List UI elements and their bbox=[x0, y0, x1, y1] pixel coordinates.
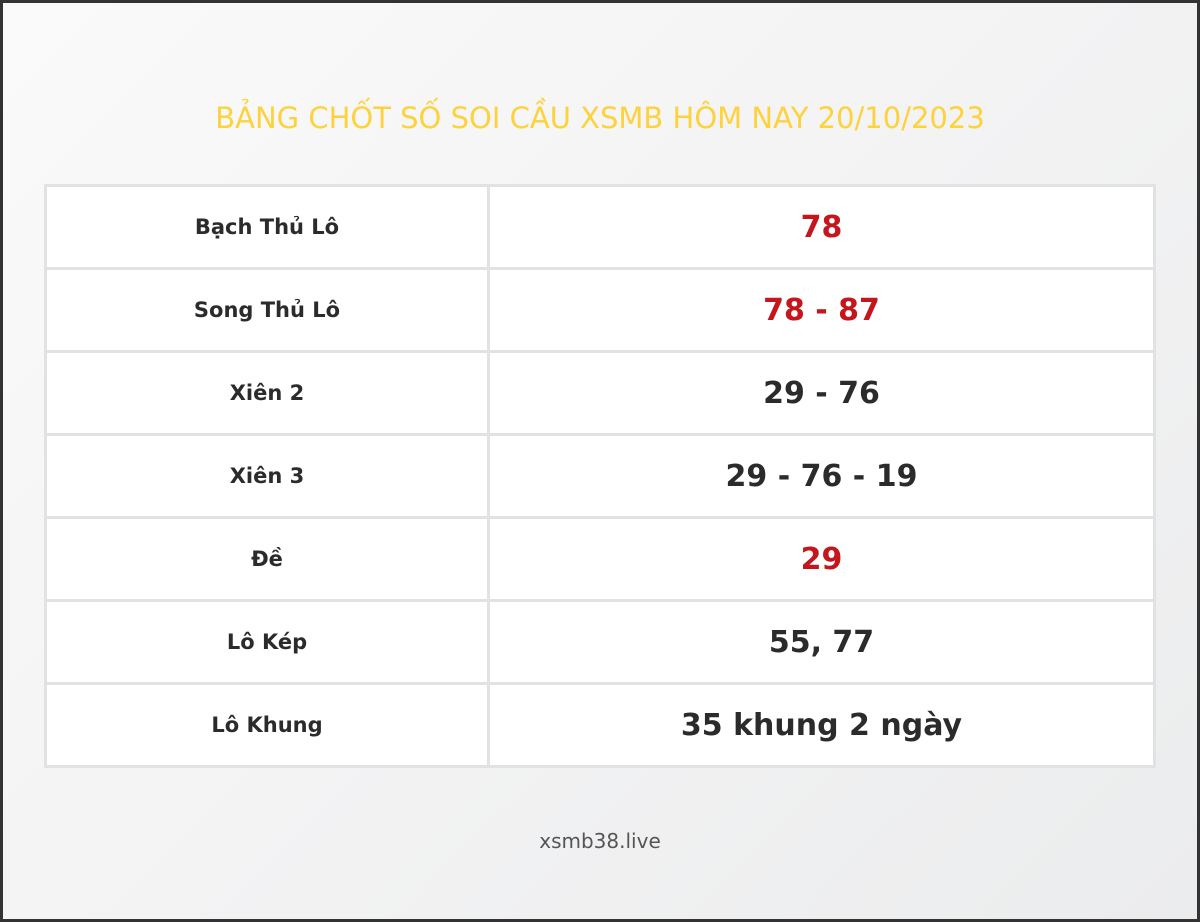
row-value: 78 bbox=[487, 184, 1156, 270]
row-value: 78 - 87 bbox=[487, 267, 1156, 353]
row-label: Xiên 2 bbox=[44, 350, 490, 436]
row-label: Bạch Thủ Lô bbox=[44, 184, 490, 270]
row-value: 29 - 76 - 19 bbox=[487, 433, 1156, 519]
site-watermark: xsmb38.live bbox=[539, 829, 661, 853]
row-label: Lô Khung bbox=[44, 682, 490, 768]
table-row: Xiên 3 29 - 76 - 19 bbox=[44, 433, 1156, 519]
row-label: Song Thủ Lô bbox=[44, 267, 490, 353]
table-row: Lô Khung 35 khung 2 ngày bbox=[44, 682, 1156, 768]
row-value: 35 khung 2 ngày bbox=[487, 682, 1156, 768]
table-row: Lô Kép 55, 77 bbox=[44, 599, 1156, 685]
row-value: 29 - 76 bbox=[487, 350, 1156, 436]
row-value: 29 bbox=[487, 516, 1156, 602]
table-row: Song Thủ Lô 78 - 87 bbox=[44, 267, 1156, 353]
row-label: Lô Kép bbox=[44, 599, 490, 685]
table-row: Bạch Thủ Lô 78 bbox=[44, 184, 1156, 270]
row-value: 55, 77 bbox=[487, 599, 1156, 685]
row-label: Xiên 3 bbox=[44, 433, 490, 519]
table-row: Đề 29 bbox=[44, 516, 1156, 602]
page-title: BẢNG CHỐT SỐ SOI CẦU XSMB HÔM NAY 20/10/… bbox=[215, 101, 985, 135]
row-label: Đề bbox=[44, 516, 490, 602]
table-row: Xiên 2 29 - 76 bbox=[44, 350, 1156, 436]
prediction-table: Bạch Thủ Lô 78 Song Thủ Lô 78 - 87 Xiên 2 29 … bbox=[44, 184, 1156, 768]
